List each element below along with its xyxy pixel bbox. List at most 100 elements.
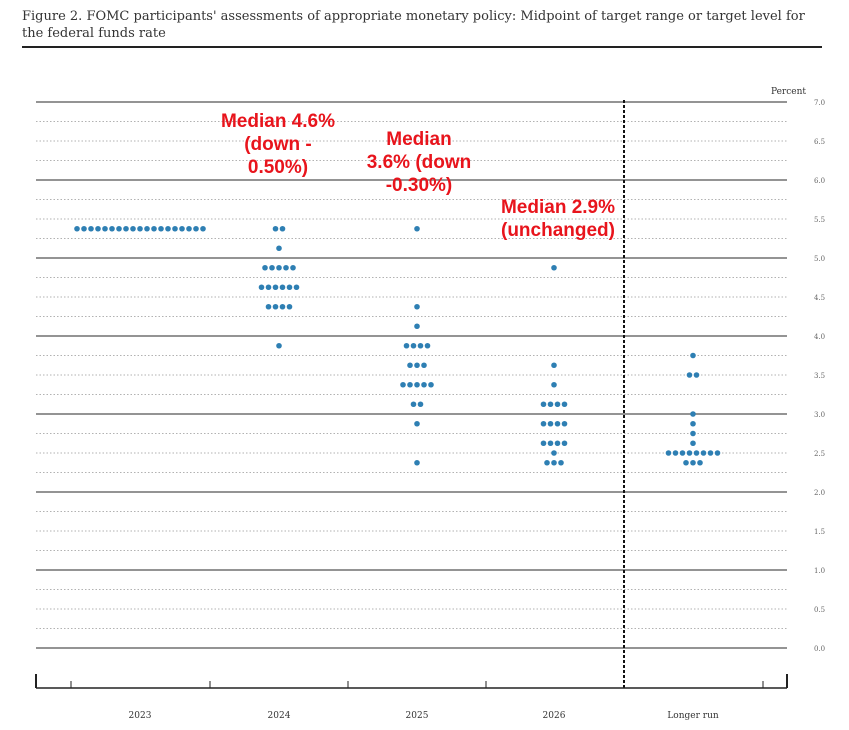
y-tick-label: 1.5 (814, 528, 825, 536)
participant-dot (414, 323, 420, 330)
participant-dot (690, 411, 696, 417)
participant-dot (558, 459, 564, 466)
participant-dot (290, 264, 296, 271)
participant-dot (276, 245, 282, 252)
y-tick-label: 4.0 (814, 333, 825, 341)
x-category-label: 2025 (406, 711, 429, 721)
participant-dot (151, 225, 157, 232)
participant-dot (410, 342, 417, 349)
participant-dot (407, 381, 413, 388)
participant-dot (95, 225, 101, 232)
participant-dot (700, 450, 707, 456)
y-tick-label: 6.5 (814, 138, 825, 146)
participant-dot (130, 225, 136, 232)
participant-dot (414, 303, 420, 310)
y-tick-label: 4.5 (814, 294, 825, 302)
participant-dot (561, 401, 568, 408)
participant-dot (686, 372, 693, 378)
participant-dot (109, 225, 115, 232)
participant-dot (414, 362, 420, 369)
participant-dot (414, 225, 420, 232)
participant-dot (410, 401, 417, 408)
participant-dot (690, 459, 696, 466)
participant-dot (697, 459, 703, 466)
participant-dot (561, 420, 568, 427)
y-tick-label: 3.0 (814, 411, 825, 419)
participant-dot (144, 225, 150, 232)
participant-dot (279, 303, 286, 310)
annotation-2026-median: Median 2.9% (unchanged) (500, 197, 616, 241)
participant-dot (279, 225, 286, 232)
participant-dot (540, 401, 547, 408)
y-tick-label: 3.5 (814, 372, 825, 380)
x-category-label: 2026 (543, 711, 566, 721)
participant-dot (265, 303, 272, 310)
participant-dot (165, 225, 171, 232)
caption-divider (22, 46, 822, 48)
y-tick-label: 5.5 (814, 216, 825, 224)
y-tick-label: 2.5 (814, 450, 825, 458)
participant-dot (272, 225, 279, 232)
y-tick-label: 5.0 (814, 255, 825, 263)
participant-dot (286, 303, 293, 310)
participant-dot (547, 401, 554, 408)
participant-dot (81, 225, 87, 232)
participant-dot (683, 459, 689, 466)
participant-dot (272, 284, 279, 291)
participant-dot (672, 450, 679, 456)
participant-dot (421, 362, 427, 369)
participant-dot (88, 225, 94, 232)
participant-dot (172, 225, 178, 232)
participant-dot (551, 381, 557, 388)
participant-dot (414, 420, 420, 427)
annotation-2025-median: Median 3.6% (down -0.30%) (366, 129, 472, 196)
participant-dot (200, 225, 206, 232)
x-category-label: 2024 (268, 711, 291, 721)
participant-dot (540, 440, 547, 447)
participant-dot (551, 264, 557, 271)
participant-dot (561, 440, 568, 447)
participant-dot (693, 372, 700, 378)
participant-dot (158, 225, 164, 232)
participant-dot (554, 401, 561, 408)
participant-dot (554, 420, 561, 427)
x-category-label: Longer run (667, 711, 719, 721)
annotation-2024-median: Median 4.6% (down - 0.50%) (220, 111, 336, 178)
y-tick-label: 0.5 (814, 606, 825, 614)
participant-dot (116, 225, 122, 232)
participant-dot (276, 264, 282, 271)
participant-dot (421, 381, 427, 388)
y-tick-label: 0.0 (814, 645, 825, 653)
participant-dot (279, 284, 286, 291)
participant-dot (707, 450, 714, 456)
participant-dot (186, 225, 192, 232)
participant-dot (414, 459, 420, 466)
participant-dot (102, 225, 108, 232)
participant-dot (554, 440, 561, 447)
participant-dot (540, 420, 547, 427)
y-tick-label: 2.0 (814, 489, 825, 497)
participant-dot (544, 459, 550, 466)
participant-dot (272, 303, 279, 310)
participant-dot (276, 342, 282, 349)
figure-caption: Figure 2. FOMC participants' assessments… (22, 9, 805, 41)
participant-dot (283, 264, 289, 271)
participant-dot (265, 284, 272, 291)
participant-dot (137, 225, 143, 232)
participant-dot (679, 450, 686, 456)
participant-dot (690, 430, 696, 437)
participant-dot (407, 362, 413, 369)
participant-dot (690, 352, 696, 359)
y-tick-label: 7.0 (814, 99, 825, 107)
participant-dot (551, 459, 557, 466)
participant-dot (286, 284, 293, 291)
participant-dot (547, 440, 554, 447)
x-category-label: 2023 (129, 711, 152, 721)
participant-dot (417, 342, 424, 349)
participant-dot (262, 264, 268, 271)
y-tick-label: 1.0 (814, 567, 825, 575)
participant-dot (686, 450, 693, 456)
participant-dot (690, 420, 696, 427)
participant-dot (417, 401, 424, 408)
